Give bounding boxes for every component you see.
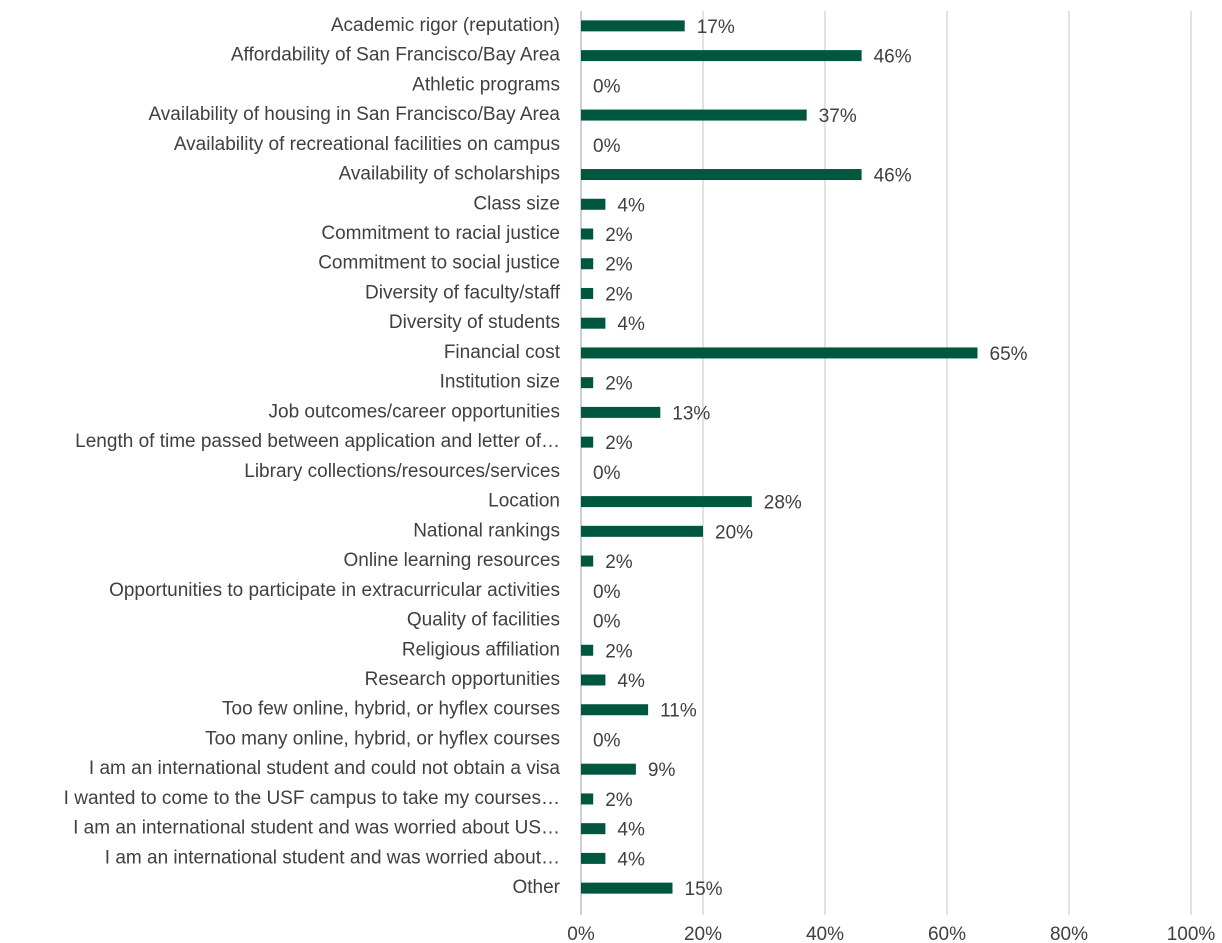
- data-label: 11%: [660, 701, 697, 722]
- bar: [581, 347, 978, 359]
- data-label: 4%: [617, 314, 645, 335]
- data-label: 0%: [593, 76, 621, 97]
- y-tick-label: Quality of facilities: [407, 610, 560, 631]
- data-label: 2%: [605, 225, 633, 246]
- bar: [581, 317, 606, 329]
- data-label: 17%: [697, 17, 735, 38]
- bar: [581, 763, 636, 775]
- data-label: 28%: [764, 493, 802, 514]
- data-label: 2%: [605, 641, 633, 662]
- data-label: 20%: [715, 522, 753, 543]
- bar: [581, 228, 594, 240]
- bar: [581, 198, 606, 210]
- data-label: 0%: [593, 463, 621, 484]
- data-label: 2%: [605, 552, 633, 573]
- bar: [581, 258, 594, 270]
- data-label: 0%: [593, 136, 621, 157]
- y-tick-label: I am an international student and could …: [89, 758, 561, 779]
- y-tick-label: Availability of scholarships: [339, 164, 560, 185]
- y-tick-label: Location: [488, 491, 560, 512]
- y-tick-label: Religious affiliation: [402, 639, 560, 660]
- data-label: 15%: [685, 879, 723, 900]
- x-tick-label: 20%: [684, 924, 722, 943]
- y-tick-label: I am an international student and was wo…: [105, 847, 560, 868]
- data-label: 46%: [874, 47, 912, 68]
- bar: [581, 525, 703, 537]
- bar: [581, 169, 862, 181]
- data-label: 0%: [593, 730, 621, 751]
- x-tick-label: 80%: [1050, 924, 1088, 943]
- y-tick-label: Institution size: [440, 372, 560, 393]
- y-tick-label: Job outcomes/career opportunities: [269, 401, 561, 422]
- data-label: 2%: [605, 433, 633, 454]
- bar: [581, 496, 752, 508]
- data-label: 2%: [605, 374, 633, 395]
- y-tick-label: I am an international student and was wo…: [73, 818, 560, 839]
- y-tick-label: Availability of housing in San Francisco…: [148, 104, 560, 125]
- bar: [581, 50, 862, 62]
- data-label: 2%: [605, 255, 633, 276]
- x-tick-label: 60%: [928, 924, 966, 943]
- data-label: 13%: [672, 403, 710, 424]
- y-tick-label: Athletic programs: [412, 74, 560, 95]
- x-tick-label: 40%: [806, 924, 844, 943]
- data-label: 65%: [990, 344, 1028, 365]
- y-tick-label: Class size: [473, 193, 560, 214]
- bar: [581, 882, 673, 894]
- bar: [581, 287, 594, 299]
- bar: [581, 674, 606, 686]
- bar: [581, 823, 606, 835]
- bar: [581, 793, 594, 805]
- data-label: 2%: [605, 284, 633, 305]
- y-tick-label: Length of time passed between applicatio…: [75, 431, 560, 452]
- bar: [581, 852, 606, 864]
- y-tick-label: Financial cost: [444, 342, 561, 363]
- data-label: 0%: [593, 612, 621, 633]
- bar: [581, 109, 807, 121]
- bar: [581, 377, 594, 389]
- data-label: 9%: [648, 760, 676, 781]
- data-label: 4%: [617, 820, 645, 841]
- data-label: 4%: [617, 195, 645, 216]
- x-tick-label: 100%: [1167, 924, 1216, 943]
- bar: [581, 436, 594, 448]
- y-tick-label: Online learning resources: [343, 550, 560, 571]
- bar: [581, 644, 594, 656]
- data-label: 2%: [605, 790, 633, 811]
- y-tick-label: Research opportunities: [365, 669, 560, 690]
- x-tick-label: 0%: [567, 924, 595, 943]
- y-tick-label: Library collections/resources/services: [244, 461, 560, 482]
- y-tick-label: Opportunities to participate in extracur…: [109, 580, 560, 601]
- data-label: 4%: [617, 671, 645, 692]
- y-tick-label: Commitment to racial justice: [321, 223, 560, 244]
- bar: [581, 406, 661, 418]
- bar: [581, 704, 649, 716]
- bar: [581, 20, 685, 32]
- y-tick-label: I wanted to come to the USF campus to ta…: [64, 788, 560, 809]
- y-tick-label: Academic rigor (reputation): [331, 15, 560, 36]
- y-tick-label: Availability of recreational facilities …: [174, 134, 560, 155]
- y-tick-label: Other: [512, 877, 560, 898]
- data-label: 4%: [617, 849, 645, 870]
- y-tick-label: Too many online, hybrid, or hyflex cours…: [205, 728, 560, 749]
- y-tick-label: Commitment to social justice: [318, 253, 560, 274]
- y-tick-label: Diversity of faculty/staff: [365, 282, 561, 303]
- bar: [581, 555, 594, 567]
- data-label: 0%: [593, 582, 621, 603]
- data-label: 37%: [819, 106, 857, 127]
- y-tick-label: Too few online, hybrid, or hyflex course…: [222, 699, 560, 720]
- data-label: 46%: [874, 166, 912, 187]
- y-tick-label: National rankings: [413, 520, 560, 541]
- y-tick-label: Affordability of San Francisco/Bay Area: [231, 45, 561, 66]
- y-tick-label: Diversity of students: [389, 312, 560, 333]
